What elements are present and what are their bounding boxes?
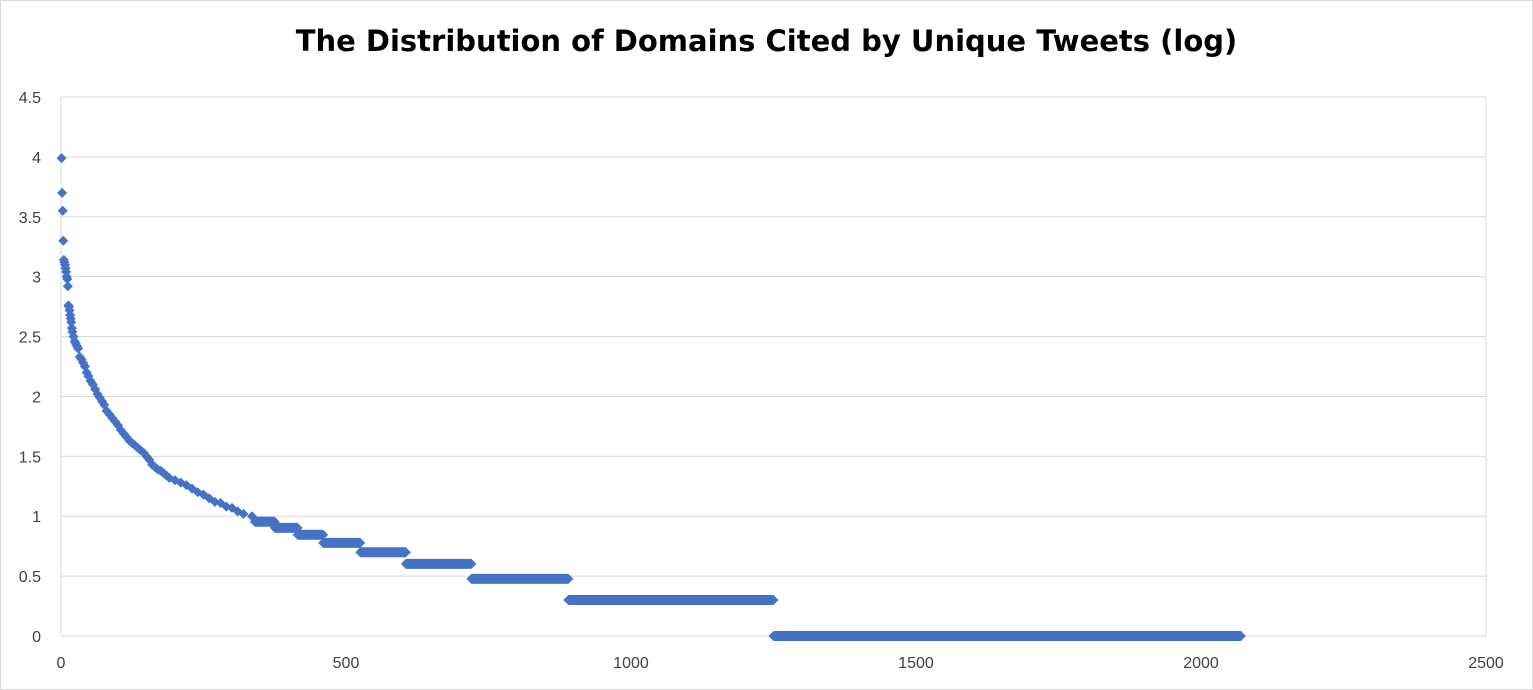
- axes: [60, 97, 1486, 637]
- data-point: [56, 153, 67, 164]
- data-point: [66, 317, 77, 328]
- y-tick-label: 2.5: [19, 330, 41, 347]
- data-point-run: [249, 516, 280, 527]
- x-tick-label: 1000: [613, 655, 649, 672]
- data-point-run: [466, 573, 574, 584]
- data-point: [57, 205, 68, 216]
- x-tick-label: 2500: [1468, 655, 1504, 672]
- data-point-run: [400, 558, 477, 569]
- y-tick-label: 0: [32, 629, 41, 646]
- y-tick-label: 1: [32, 509, 41, 526]
- x-tick-label: 0: [57, 655, 66, 672]
- data-point: [58, 235, 69, 246]
- data-points: [56, 153, 1246, 641]
- data-point-run: [355, 547, 411, 558]
- data-point-run: [269, 522, 303, 533]
- data-point-run: [563, 594, 779, 605]
- tick-labels: 0 0.5 1 1.5 2 2.5 3 3.5 4 4.5 0 500 1000 1500 2000 2500: [19, 90, 1504, 672]
- y-tick-label: 4.5: [19, 90, 41, 107]
- data-point-run: [768, 631, 1246, 641]
- x-tick-label: 2000: [1183, 655, 1219, 672]
- x-tick-label: 1500: [898, 655, 934, 672]
- y-tick-label: 0.5: [19, 569, 41, 586]
- data-point-run: [292, 529, 329, 540]
- y-tick-label: 2: [32, 389, 41, 406]
- data-point: [73, 343, 84, 354]
- data-point: [57, 187, 68, 198]
- y-tick-label: 1.5: [19, 449, 41, 466]
- data-point: [246, 511, 257, 522]
- gridlines: [61, 96, 1487, 636]
- chart-title: The Distribution of Domains Cited by Uni…: [295, 24, 1238, 58]
- data-point: [62, 281, 73, 292]
- y-tick-label: 3: [32, 270, 41, 287]
- y-tick-label: 3.5: [19, 210, 41, 227]
- data-point: [62, 274, 73, 285]
- y-tick-label: 4: [32, 150, 41, 167]
- x-tick-label: 500: [333, 655, 360, 672]
- data-point-run: [318, 537, 366, 548]
- data-point: [238, 508, 249, 519]
